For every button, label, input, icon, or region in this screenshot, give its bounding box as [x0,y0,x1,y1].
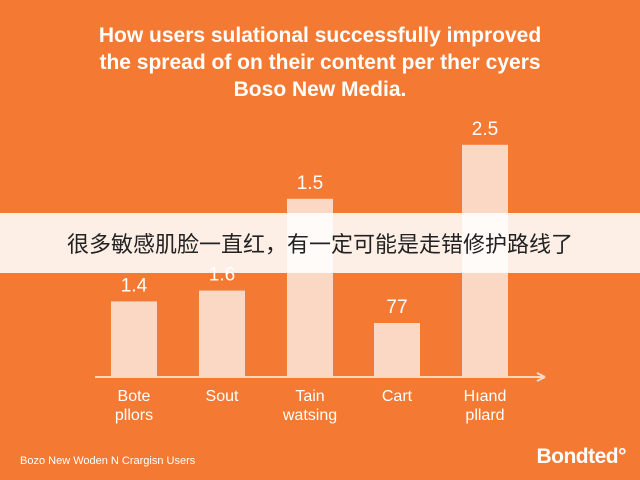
bar [199,290,245,377]
x-tick-label: Bote [118,388,151,405]
bar [111,301,157,377]
data-label: 77 [386,297,407,318]
caption-text: 很多敏感肌脸一直红，有一定可能是走错修护路线了 [66,233,573,258]
x-tick-label: Hıand [464,388,507,405]
x-axis-arrow [536,372,546,382]
data-label: 2.5 [472,119,498,140]
x-tick-label: Tain [295,388,324,405]
title-line-1: How users sulational successfully improv… [98,24,542,47]
caption-banner: 很多敏感肌脸一直红，有一定可能是走错修护路线了 [0,213,640,273]
x-tick-label: pllors [115,407,153,424]
chart-title: How users sulational successfully improv… [20,22,620,103]
brand-logo: Bondted° [536,445,626,468]
title-line-3: Boso New Media. [233,78,407,101]
data-label: 1.5 [297,173,323,194]
footer-note: Bozo New Woden N Crargisn Users [20,455,196,467]
x-tick-label: watsing [282,407,337,424]
title-line-2: the spread of on their content per ther … [99,51,541,74]
x-tick-label: Cart [382,388,413,405]
data-label: 1.4 [121,275,148,296]
x-tick-label: pllard [465,407,504,424]
bar [374,323,420,377]
x-tick-label: Sout [206,388,239,405]
